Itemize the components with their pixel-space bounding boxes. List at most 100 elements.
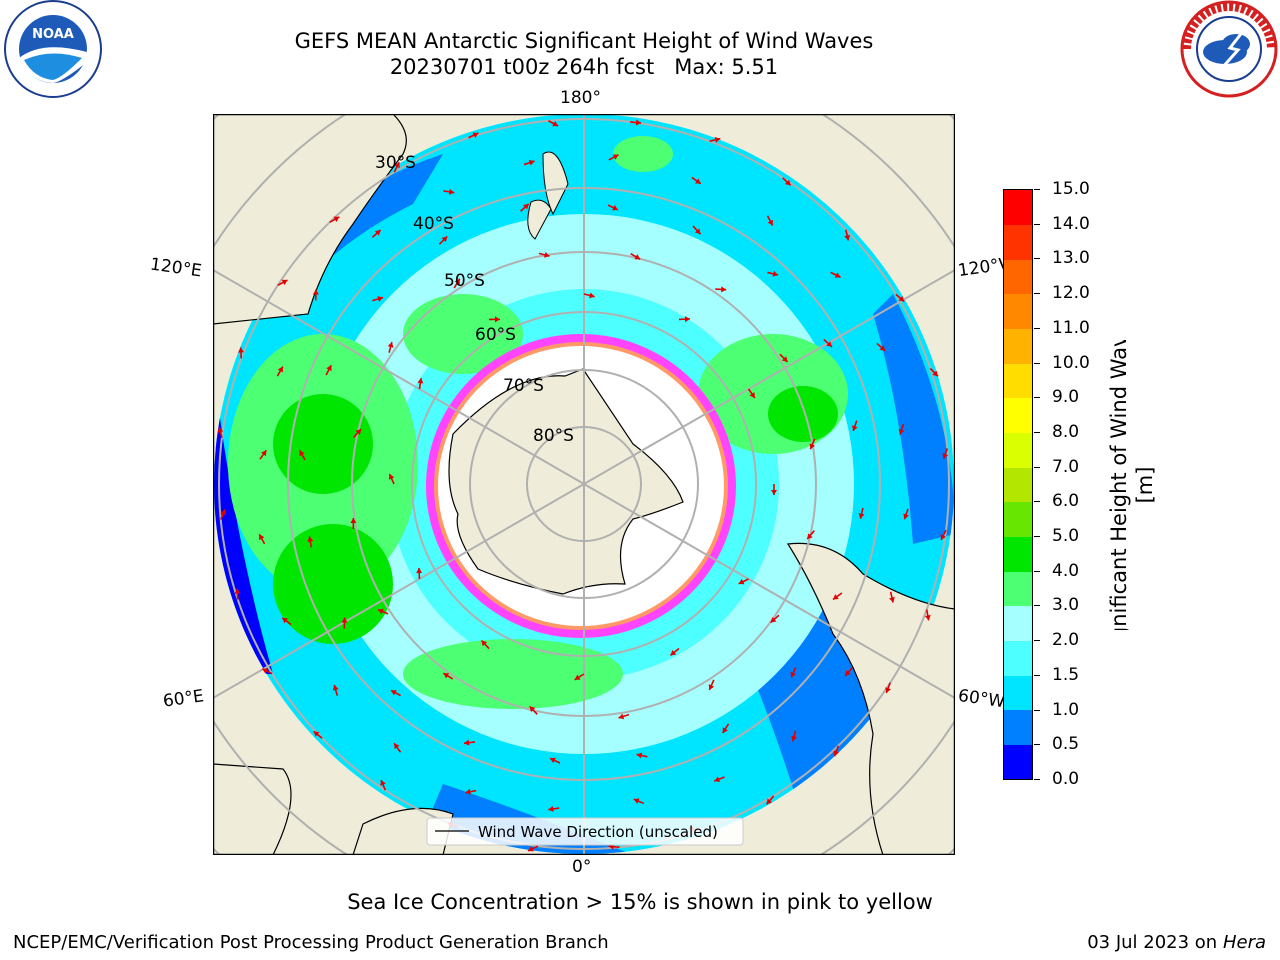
wave-direction-arrowhead bbox=[903, 513, 909, 520]
footer-date-text: 03 Jul 2023 on bbox=[1087, 932, 1223, 953]
colorbar-tick bbox=[1034, 640, 1040, 642]
wave-direction-arrowhead bbox=[217, 427, 224, 433]
wave-direction-arrowhead bbox=[844, 234, 851, 241]
lat-label-60: 60°S bbox=[475, 325, 516, 345]
wave-direction-arrowhead bbox=[807, 533, 813, 540]
wave-direction-arrowhead bbox=[694, 178, 701, 184]
colorbar-tick bbox=[1034, 223, 1040, 225]
wave-direction-arrowhead bbox=[544, 251, 550, 258]
colorbar-segment bbox=[1004, 259, 1032, 295]
wave-direction-arrowhead bbox=[523, 203, 529, 210]
wave-direction-arrowhead bbox=[472, 132, 479, 138]
colorbar-tick bbox=[1034, 397, 1040, 399]
wave-direction-arrowhead bbox=[441, 236, 448, 243]
wave-direction-arrowhead bbox=[448, 188, 455, 195]
lat-label-70: 70°S bbox=[503, 376, 544, 396]
colorbar-segment bbox=[1004, 328, 1032, 364]
antarctica-land bbox=[448, 368, 684, 595]
colorbar-tick bbox=[1034, 293, 1040, 295]
colorbar-tick bbox=[1034, 570, 1040, 572]
colorbar-tick-label: 8.0 bbox=[1052, 421, 1080, 442]
colorbar-tick-label: 15.0 bbox=[1052, 179, 1090, 199]
wave-direction-arrowhead bbox=[394, 743, 400, 750]
wave-direction-arrowhead bbox=[259, 534, 265, 541]
colorbar-segment bbox=[1004, 744, 1032, 780]
wave-direction-arrowhead bbox=[528, 159, 535, 166]
wave-direction-arrowhead bbox=[898, 428, 905, 435]
wave-direction-arrowhead bbox=[942, 453, 949, 459]
plot-title: GEFS MEAN Antarctic Significant Height o… bbox=[294, 29, 874, 53]
wave-direction-arrowhead bbox=[851, 425, 858, 432]
wave-direction-arrowhead bbox=[738, 578, 745, 585]
wave-direction-arrowhead bbox=[341, 617, 348, 623]
colorbar-tick bbox=[1034, 189, 1040, 190]
wave-direction-arrowhead bbox=[333, 216, 340, 222]
wave-direction-arrowhead bbox=[313, 731, 320, 737]
colorbar-segment bbox=[1004, 432, 1032, 468]
wave-direction-arrowhead bbox=[332, 685, 339, 691]
wave-direction-arrowhead bbox=[277, 366, 283, 373]
colorbar-segment bbox=[1004, 363, 1032, 399]
lat-label-40: 40°S bbox=[413, 214, 454, 234]
wave-direction-arrowhead bbox=[845, 670, 851, 677]
colorbar-tick-label: 6.0 bbox=[1052, 491, 1080, 512]
colorbar-segment bbox=[1004, 605, 1032, 641]
wave-direction-arrowhead bbox=[394, 162, 400, 169]
wave-direction-arrowhead bbox=[529, 706, 536, 713]
svg-text:[m]: [m] bbox=[1133, 467, 1157, 504]
wave-direction-arrowhead bbox=[220, 509, 226, 516]
colorbar-tick-label: 1.0 bbox=[1052, 699, 1080, 720]
wave-direction-arrowhead bbox=[465, 788, 471, 795]
wave-direction-arrowhead bbox=[612, 154, 619, 160]
colorbar-segment bbox=[1004, 675, 1032, 711]
wave-direction-arrowhead bbox=[234, 588, 241, 594]
lon-label-60e: 60°E bbox=[161, 686, 206, 712]
wave-direction-arrowhead bbox=[708, 684, 715, 690]
svg-text:Significant Height of Wind Wav: Significant Height of Wind Waves bbox=[1107, 340, 1131, 630]
lon-label-60w: 60°W bbox=[956, 685, 1006, 713]
lon-label-120w: 120°W bbox=[956, 254, 1006, 282]
wave-direction-arrowhead bbox=[772, 270, 779, 277]
lon-label-180: 180° bbox=[560, 88, 601, 108]
wave-direction-arrowhead bbox=[809, 443, 816, 450]
colorbar-tick-label: 4.0 bbox=[1052, 560, 1080, 581]
polar-map: 30°S 40°S 50°S 60°S 70°S 80°S Wind Wave … bbox=[213, 114, 955, 855]
wave-direction-arrowhead bbox=[858, 513, 865, 519]
colorbar-tick-label: 0.0 bbox=[1052, 769, 1080, 789]
wave-direction-arrowhead bbox=[721, 286, 727, 293]
wave-direction-arrowhead bbox=[443, 673, 450, 679]
wave-direction-arrowhead bbox=[299, 450, 305, 457]
wave-direction-arrowhead bbox=[771, 490, 777, 495]
wave-direction-arrowhead bbox=[281, 279, 288, 286]
footer-date: 03 Jul 2023 on Hera bbox=[1087, 932, 1266, 953]
wave-direction-arrowhead bbox=[552, 120, 559, 127]
wave-direction-arrowhead bbox=[548, 805, 554, 812]
wave-direction-arrowhead bbox=[612, 204, 618, 211]
wave-direction-arrowhead bbox=[527, 846, 534, 852]
wave-direction-arrowhead bbox=[350, 518, 357, 524]
wave-direction-arrowhead bbox=[749, 392, 755, 398]
wave-direction-arrowhead bbox=[879, 345, 886, 351]
wave-direction-arrowhead bbox=[390, 690, 397, 696]
colorbar-tick bbox=[1034, 362, 1040, 364]
wave-direction-arrowhead bbox=[791, 735, 797, 742]
wave-direction-arrowhead bbox=[636, 752, 643, 759]
wave-direction-arrowhead bbox=[766, 798, 773, 805]
colorbar-tick bbox=[1034, 431, 1040, 433]
nws-logo bbox=[1180, 0, 1278, 98]
wave-direction-arrowhead bbox=[633, 798, 640, 804]
colorbar-tick bbox=[1034, 744, 1040, 746]
wave-direction-arrowhead bbox=[464, 739, 470, 746]
colorbar-segment bbox=[1004, 467, 1032, 503]
colorbar-tick-label: 11.0 bbox=[1052, 317, 1090, 338]
wave-direction-arrowhead bbox=[832, 594, 839, 600]
wave-direction-arrowhead bbox=[889, 596, 895, 603]
lon-label-120e: 120°E bbox=[148, 254, 203, 282]
wave-direction-arrowhead bbox=[940, 534, 946, 540]
wave-direction-arrowhead bbox=[282, 617, 289, 624]
colorbar-segment bbox=[1004, 709, 1032, 745]
legend-label: Wind Wave Direction (unscaled) bbox=[478, 823, 718, 841]
wave-direction-arrowhead bbox=[355, 429, 362, 435]
colorbar-tick bbox=[1034, 327, 1040, 329]
wind-wave-arrows bbox=[217, 119, 949, 852]
